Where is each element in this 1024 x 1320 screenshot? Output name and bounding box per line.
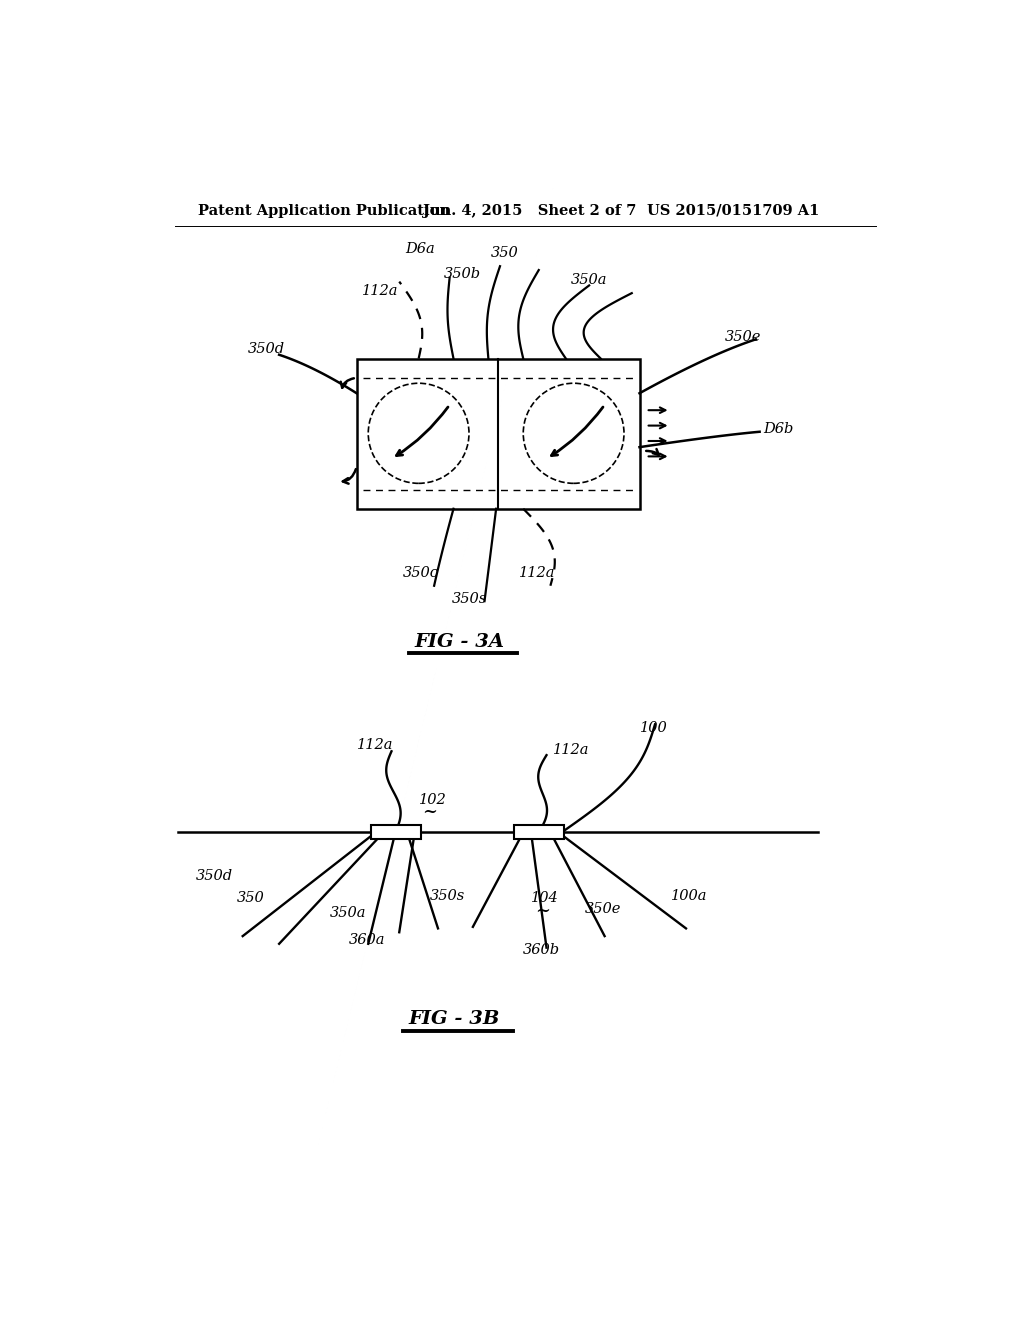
Text: 350: 350 (237, 891, 264, 904)
Text: 100: 100 (640, 721, 668, 735)
Text: FIG - 3B: FIG - 3B (409, 1010, 500, 1028)
Bar (356, 359, 640, 508)
Text: 350a: 350a (571, 273, 608, 286)
Text: 100a: 100a (671, 890, 707, 903)
Text: 350e: 350e (725, 330, 761, 345)
Text: FIG - 3A: FIG - 3A (415, 634, 505, 651)
Text: 350c: 350c (403, 566, 439, 579)
Text: 350: 350 (490, 246, 518, 260)
Text: 112a: 112a (553, 743, 589, 756)
Text: ~: ~ (423, 803, 437, 821)
Text: 360b: 360b (523, 942, 560, 957)
Text: 112a: 112a (362, 284, 398, 298)
Text: 350d: 350d (248, 342, 286, 356)
Text: 112a: 112a (519, 566, 556, 579)
Text: 350s: 350s (452, 591, 487, 606)
Text: 360a: 360a (349, 933, 385, 946)
Text: 350a: 350a (330, 906, 366, 920)
Text: US 2015/0151709 A1: US 2015/0151709 A1 (647, 203, 819, 218)
Text: 104: 104 (531, 891, 559, 904)
Text: 350s: 350s (430, 890, 466, 903)
Text: 350b: 350b (444, 267, 481, 281)
Text: 112a: 112a (356, 738, 393, 752)
Text: D6a: D6a (406, 243, 435, 256)
Bar (514, 825, 564, 840)
Bar (371, 825, 421, 840)
Text: Jun. 4, 2015   Sheet 2 of 7: Jun. 4, 2015 Sheet 2 of 7 (423, 203, 636, 218)
Text: D6b: D6b (764, 422, 794, 437)
Text: 350e: 350e (586, 902, 622, 916)
Text: 102: 102 (419, 793, 446, 807)
Text: ~: ~ (535, 902, 550, 920)
Text: Patent Application Publication: Patent Application Publication (198, 203, 450, 218)
Text: 350d: 350d (197, 869, 233, 883)
